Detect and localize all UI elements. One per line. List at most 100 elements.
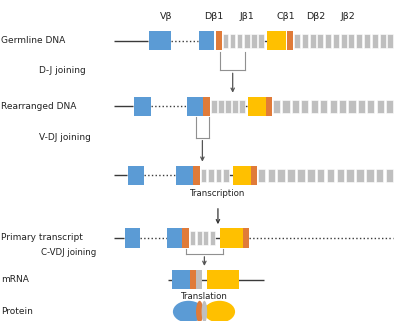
Text: Jβ1: Jβ1 xyxy=(239,12,254,21)
Bar xyxy=(348,100,356,113)
Bar xyxy=(310,34,316,48)
Bar xyxy=(190,231,195,245)
Text: Dβ1: Dβ1 xyxy=(204,12,224,21)
Bar xyxy=(287,169,295,182)
Bar xyxy=(216,31,222,50)
Text: V-DJ joining: V-DJ joining xyxy=(38,133,90,142)
Bar xyxy=(199,31,214,50)
Ellipse shape xyxy=(196,301,203,322)
Bar xyxy=(251,34,257,48)
Bar xyxy=(244,34,250,48)
Text: Germline DNA: Germline DNA xyxy=(2,36,66,45)
Bar xyxy=(176,166,193,185)
Bar xyxy=(325,34,331,48)
Text: Transcription: Transcription xyxy=(190,189,246,198)
Text: Primary transcript: Primary transcript xyxy=(2,233,83,242)
Bar xyxy=(216,169,221,182)
Bar xyxy=(364,34,370,48)
Bar xyxy=(301,100,308,113)
Text: Cβ1: Cβ1 xyxy=(276,12,295,21)
Bar xyxy=(273,100,280,113)
Bar xyxy=(268,169,275,182)
Bar xyxy=(346,169,354,182)
Bar xyxy=(386,100,393,113)
Bar xyxy=(258,169,265,182)
Bar xyxy=(225,100,231,113)
Bar xyxy=(207,270,239,289)
Bar xyxy=(320,100,327,113)
Bar xyxy=(190,270,196,289)
Bar xyxy=(287,31,293,50)
Bar xyxy=(248,97,266,116)
Text: Translation: Translation xyxy=(181,292,228,301)
Bar xyxy=(386,169,393,182)
Bar xyxy=(307,169,314,182)
Text: Protein: Protein xyxy=(2,307,33,316)
Bar xyxy=(302,34,308,48)
Bar xyxy=(223,34,228,48)
Ellipse shape xyxy=(202,301,207,322)
Bar xyxy=(356,34,362,48)
Bar xyxy=(266,97,272,116)
Bar xyxy=(149,31,171,50)
Bar xyxy=(258,34,264,48)
Bar xyxy=(348,34,354,48)
Bar xyxy=(252,166,257,185)
Ellipse shape xyxy=(204,301,235,322)
Bar xyxy=(208,169,214,182)
Text: Dβ2: Dβ2 xyxy=(306,12,325,21)
Text: Rearranged DNA: Rearranged DNA xyxy=(2,102,77,111)
Bar xyxy=(196,270,202,289)
Bar xyxy=(376,169,384,182)
Bar xyxy=(167,228,184,248)
Bar xyxy=(211,100,216,113)
Bar xyxy=(311,100,318,113)
Text: mRNA: mRNA xyxy=(2,275,29,284)
Bar xyxy=(366,169,374,182)
Bar xyxy=(341,34,347,48)
Bar xyxy=(134,97,150,116)
Bar xyxy=(294,34,300,48)
Bar xyxy=(201,169,206,182)
Bar xyxy=(237,34,242,48)
Bar xyxy=(278,169,285,182)
Bar xyxy=(372,34,378,48)
Bar xyxy=(330,100,337,113)
Bar xyxy=(230,34,235,48)
Bar xyxy=(232,100,238,113)
Text: Jβ2: Jβ2 xyxy=(340,12,355,21)
Bar xyxy=(333,34,339,48)
Bar xyxy=(203,97,210,116)
Bar xyxy=(327,169,334,182)
Bar xyxy=(172,270,192,289)
Bar xyxy=(223,169,229,182)
Bar xyxy=(197,231,202,245)
Bar xyxy=(182,228,189,248)
Text: Vβ: Vβ xyxy=(160,12,172,21)
Bar xyxy=(317,169,324,182)
Bar xyxy=(317,34,323,48)
Bar xyxy=(377,100,384,113)
Bar xyxy=(203,231,208,245)
Bar xyxy=(339,100,346,113)
Ellipse shape xyxy=(173,301,204,322)
Bar xyxy=(187,97,203,116)
Bar xyxy=(267,31,286,50)
Bar xyxy=(356,169,364,182)
Bar xyxy=(193,166,200,185)
Bar xyxy=(336,169,344,182)
Bar xyxy=(387,34,393,48)
Bar xyxy=(358,100,365,113)
Bar xyxy=(210,231,215,245)
Bar xyxy=(292,100,299,113)
Bar xyxy=(297,169,305,182)
Bar xyxy=(239,100,245,113)
Bar xyxy=(282,100,290,113)
Bar xyxy=(218,100,224,113)
Bar xyxy=(367,100,374,113)
Bar xyxy=(125,228,140,248)
Bar xyxy=(233,166,252,185)
Text: D-J joining: D-J joining xyxy=(38,66,85,75)
Bar xyxy=(128,166,144,185)
Bar xyxy=(244,228,249,248)
